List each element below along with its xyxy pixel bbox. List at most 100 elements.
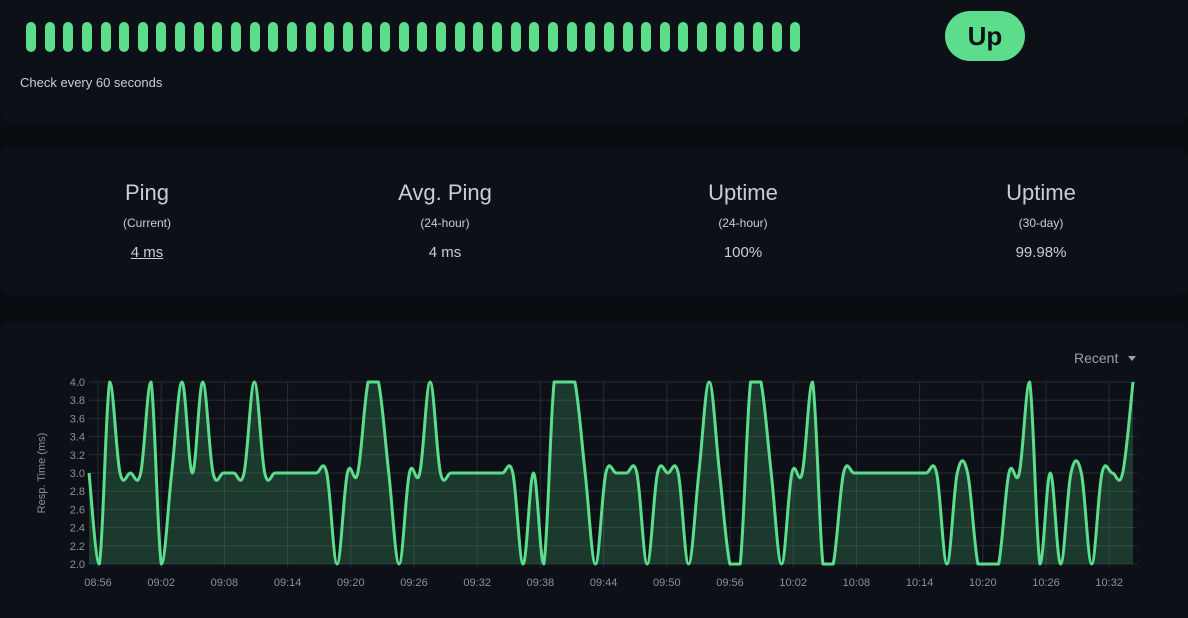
x-tick-label: 09:08	[211, 577, 239, 589]
data-point	[532, 472, 535, 475]
heartbeat-beat[interactable]	[342, 22, 353, 52]
data-point	[718, 472, 721, 475]
heartbeat-beat[interactable]	[697, 22, 708, 52]
heartbeat-beat[interactable]	[547, 22, 558, 52]
heartbeat-beat[interactable]	[212, 22, 223, 52]
data-point	[666, 472, 669, 475]
x-tick-label: 10:02	[779, 577, 807, 589]
data-point	[697, 472, 700, 475]
heartbeat-beat[interactable]	[380, 22, 391, 52]
y-tick-label: 3.0	[70, 468, 85, 480]
stat-value: 100%	[723, 244, 763, 261]
heartbeat-beat[interactable]	[175, 22, 186, 52]
x-tick-label: 10:20	[969, 577, 997, 589]
data-point	[1049, 472, 1052, 475]
heartbeat-beat[interactable]	[585, 22, 596, 52]
data-point	[222, 472, 225, 475]
data-point	[883, 472, 886, 475]
data-point	[770, 472, 773, 475]
heartbeat-beat[interactable]	[492, 22, 503, 52]
heartbeat-beat[interactable]	[156, 22, 167, 52]
heartbeat-beat[interactable]	[193, 22, 204, 52]
stat-subtitle: (24-hour)	[420, 216, 470, 230]
data-point	[739, 563, 742, 566]
data-point	[480, 472, 483, 475]
heartbeat-bar	[26, 22, 809, 52]
heartbeat-beat[interactable]	[324, 22, 335, 52]
heartbeat-beat[interactable]	[417, 22, 428, 52]
heartbeat-beat[interactable]	[137, 22, 148, 52]
heartbeat-beat[interactable]	[771, 22, 782, 52]
data-point	[573, 381, 576, 384]
data-point	[987, 563, 990, 566]
heartbeat-beat[interactable]	[398, 22, 409, 52]
heartbeat-beat[interactable]	[622, 22, 633, 52]
heartbeat-beat[interactable]	[361, 22, 372, 52]
x-tick-label: 08:56	[84, 577, 112, 589]
heartbeat-beat[interactable]	[603, 22, 614, 52]
heartbeat-beat[interactable]	[566, 22, 577, 52]
data-point	[1132, 381, 1135, 384]
response-area-fill	[89, 382, 1133, 564]
data-point	[604, 472, 607, 475]
data-point	[181, 381, 184, 384]
data-point	[728, 563, 731, 566]
data-point	[625, 472, 628, 475]
heartbeat-beat[interactable]	[715, 22, 726, 52]
heartbeat-beat[interactable]	[286, 22, 297, 52]
heartbeat-beat[interactable]	[81, 22, 92, 52]
data-point	[925, 472, 928, 475]
x-tick-label: 09:38	[527, 577, 555, 589]
heartbeat-beat[interactable]	[63, 22, 74, 52]
data-point	[315, 472, 318, 475]
stat-uptime-30d: Uptime (30-day) 99.98%	[921, 178, 1161, 262]
heartbeat-beat[interactable]	[752, 22, 763, 52]
heartbeat-beat[interactable]	[119, 22, 130, 52]
heartbeat-beat[interactable]	[454, 22, 465, 52]
heartbeat-beat[interactable]	[249, 22, 260, 52]
data-point	[387, 472, 390, 475]
y-tick-label: 2.0	[70, 559, 85, 571]
data-point	[708, 381, 711, 384]
data-point	[873, 472, 876, 475]
heartbeat-beat[interactable]	[44, 22, 55, 52]
heartbeat-beat[interactable]	[268, 22, 279, 52]
data-point	[687, 563, 690, 566]
data-point	[1007, 472, 1010, 475]
x-tick-label: 09:26	[400, 577, 428, 589]
caret-down-icon	[1128, 355, 1137, 361]
stat-subtitle: (Current)	[122, 216, 171, 230]
data-point	[811, 381, 814, 384]
data-point	[656, 472, 659, 475]
heartbeat-beat[interactable]	[26, 22, 36, 52]
heartbeat-beat[interactable]	[436, 22, 447, 52]
stat-uptime-24h: Uptime (24-hour) 100%	[623, 178, 863, 262]
heartbeat-beat[interactable]	[641, 22, 652, 52]
data-point	[646, 563, 649, 566]
heartbeat-beat[interactable]	[678, 22, 689, 52]
data-point	[398, 563, 401, 566]
data-point	[863, 472, 866, 475]
data-point	[98, 563, 101, 566]
data-point	[129, 472, 132, 475]
data-point	[294, 472, 297, 475]
data-point	[976, 563, 979, 566]
heartbeat-beat[interactable]	[100, 22, 111, 52]
x-tick-label: 09:44	[590, 577, 618, 589]
heartbeat-beat[interactable]	[510, 22, 521, 52]
y-tick-label: 2.8	[70, 486, 85, 498]
heartbeat-beat[interactable]	[734, 22, 745, 52]
heartbeat-beat[interactable]	[790, 22, 801, 52]
data-point	[1028, 381, 1031, 384]
data-point	[377, 381, 380, 384]
heartbeat-beat[interactable]	[305, 22, 316, 52]
current-ping-link[interactable]: 4 ms	[130, 244, 164, 261]
heartbeat-beat[interactable]	[231, 22, 242, 52]
data-point	[956, 472, 959, 475]
heartbeat-beat[interactable]	[659, 22, 670, 52]
data-point	[790, 472, 793, 475]
range-dropdown[interactable]: Recent	[1074, 350, 1137, 366]
heartbeat-beat[interactable]	[473, 22, 484, 52]
heartbeat-beat[interactable]	[529, 22, 540, 52]
data-point	[243, 472, 246, 475]
